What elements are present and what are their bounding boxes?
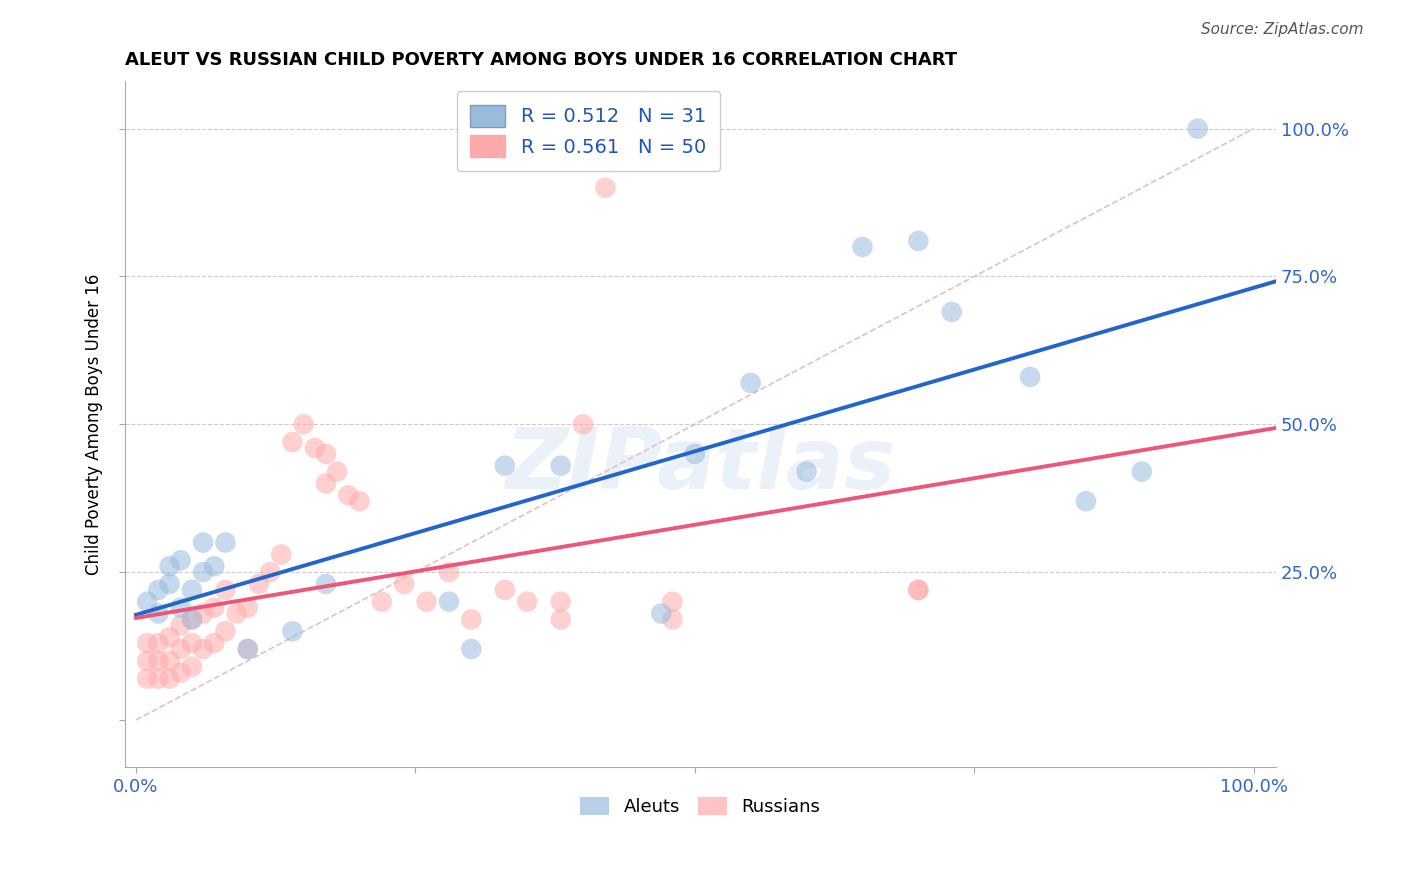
Point	[148, 672, 170, 686]
Point	[159, 577, 181, 591]
Point	[315, 476, 337, 491]
Point	[437, 595, 460, 609]
Point	[180, 612, 202, 626]
Point	[661, 595, 683, 609]
Point	[907, 234, 929, 248]
Point	[214, 535, 236, 549]
Point	[796, 465, 818, 479]
Point	[236, 642, 259, 657]
Point	[572, 417, 595, 432]
Point	[148, 636, 170, 650]
Point	[136, 636, 159, 650]
Point	[214, 582, 236, 597]
Point	[1074, 494, 1097, 508]
Point	[1187, 121, 1209, 136]
Point	[394, 577, 416, 591]
Point	[326, 465, 349, 479]
Point	[270, 548, 292, 562]
Point	[136, 672, 159, 686]
Point	[180, 612, 202, 626]
Text: ZIPatlas: ZIPatlas	[505, 424, 896, 507]
Point	[661, 612, 683, 626]
Point	[180, 659, 202, 673]
Point	[292, 417, 315, 432]
Point	[281, 435, 304, 450]
Point	[191, 607, 214, 621]
Point	[907, 582, 929, 597]
Point	[851, 240, 873, 254]
Point	[516, 595, 538, 609]
Point	[170, 553, 193, 567]
Point	[281, 624, 304, 639]
Text: Source: ZipAtlas.com: Source: ZipAtlas.com	[1201, 22, 1364, 37]
Y-axis label: Child Poverty Among Boys Under 16: Child Poverty Among Boys Under 16	[86, 274, 103, 575]
Point	[595, 181, 617, 195]
Text: ALEUT VS RUSSIAN CHILD POVERTY AMONG BOYS UNDER 16 CORRELATION CHART: ALEUT VS RUSSIAN CHILD POVERTY AMONG BOY…	[125, 51, 957, 69]
Point	[214, 624, 236, 639]
Point	[740, 376, 762, 390]
Point	[349, 494, 371, 508]
Point	[191, 565, 214, 579]
Point	[460, 612, 482, 626]
Point	[136, 595, 159, 609]
Point	[148, 607, 170, 621]
Point	[415, 595, 437, 609]
Point	[371, 595, 394, 609]
Point	[304, 441, 326, 455]
Point	[494, 582, 516, 597]
Point	[337, 488, 360, 502]
Point	[148, 582, 170, 597]
Point	[180, 636, 202, 650]
Point	[259, 565, 281, 579]
Point	[191, 535, 214, 549]
Point	[650, 607, 672, 621]
Point	[236, 600, 259, 615]
Point	[437, 565, 460, 579]
Point	[315, 447, 337, 461]
Point	[1019, 370, 1042, 384]
Point	[202, 600, 225, 615]
Point	[941, 305, 963, 319]
Point	[170, 665, 193, 680]
Point	[907, 582, 929, 597]
Point	[247, 577, 270, 591]
Point	[159, 630, 181, 644]
Point	[159, 654, 181, 668]
Point	[136, 654, 159, 668]
Point	[202, 559, 225, 574]
Point	[191, 642, 214, 657]
Point	[494, 458, 516, 473]
Point	[460, 642, 482, 657]
Point	[180, 582, 202, 597]
Legend: Aleuts, Russians: Aleuts, Russians	[574, 789, 828, 823]
Point	[1130, 465, 1153, 479]
Point	[550, 612, 572, 626]
Point	[202, 636, 225, 650]
Point	[550, 595, 572, 609]
Point	[683, 447, 706, 461]
Point	[170, 600, 193, 615]
Point	[170, 642, 193, 657]
Point	[236, 642, 259, 657]
Point	[550, 458, 572, 473]
Point	[225, 607, 247, 621]
Point	[148, 654, 170, 668]
Point	[159, 559, 181, 574]
Point	[170, 618, 193, 632]
Point	[315, 577, 337, 591]
Point	[159, 672, 181, 686]
